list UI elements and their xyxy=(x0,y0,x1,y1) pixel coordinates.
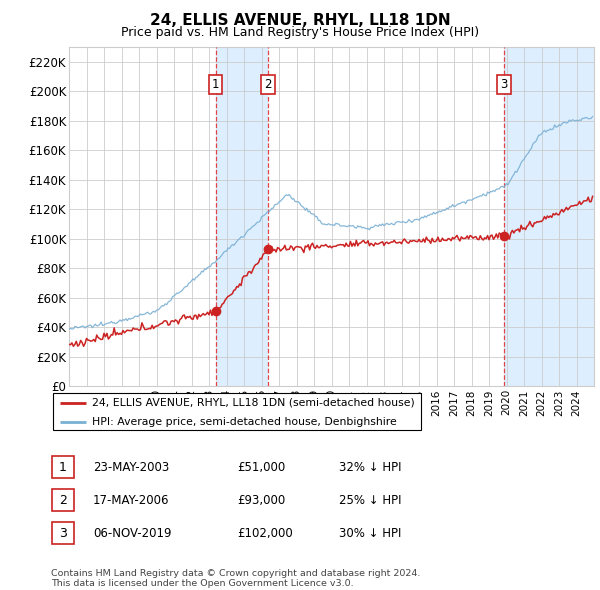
Bar xyxy=(215,47,268,386)
Text: Contains HM Land Registry data © Crown copyright and database right 2024.
This d: Contains HM Land Registry data © Crown c… xyxy=(51,569,421,588)
Bar xyxy=(504,47,594,386)
Text: 25% ↓ HPI: 25% ↓ HPI xyxy=(339,494,401,507)
Text: 2: 2 xyxy=(265,77,272,91)
Text: Price paid vs. HM Land Registry's House Price Index (HPI): Price paid vs. HM Land Registry's House … xyxy=(121,26,479,39)
Text: £93,000: £93,000 xyxy=(237,494,285,507)
Text: 32% ↓ HPI: 32% ↓ HPI xyxy=(339,461,401,474)
Text: 23-MAY-2003: 23-MAY-2003 xyxy=(93,461,169,474)
FancyBboxPatch shape xyxy=(52,457,74,478)
Text: £51,000: £51,000 xyxy=(237,461,285,474)
FancyBboxPatch shape xyxy=(53,394,421,430)
Text: 06-NOV-2019: 06-NOV-2019 xyxy=(93,527,172,540)
Text: £102,000: £102,000 xyxy=(237,527,293,540)
Text: 24, ELLIS AVENUE, RHYL, LL18 1DN (semi-detached house): 24, ELLIS AVENUE, RHYL, LL18 1DN (semi-d… xyxy=(92,398,415,408)
Text: 3: 3 xyxy=(500,77,508,91)
Text: HPI: Average price, semi-detached house, Denbighshire: HPI: Average price, semi-detached house,… xyxy=(92,417,397,427)
FancyBboxPatch shape xyxy=(52,523,74,544)
Text: 1: 1 xyxy=(212,77,220,91)
Text: 1: 1 xyxy=(59,461,67,474)
Text: 3: 3 xyxy=(59,527,67,540)
Text: 30% ↓ HPI: 30% ↓ HPI xyxy=(339,527,401,540)
FancyBboxPatch shape xyxy=(52,490,74,511)
Text: 24, ELLIS AVENUE, RHYL, LL18 1DN: 24, ELLIS AVENUE, RHYL, LL18 1DN xyxy=(149,13,451,28)
Text: 2: 2 xyxy=(59,494,67,507)
Text: 17-MAY-2006: 17-MAY-2006 xyxy=(93,494,170,507)
